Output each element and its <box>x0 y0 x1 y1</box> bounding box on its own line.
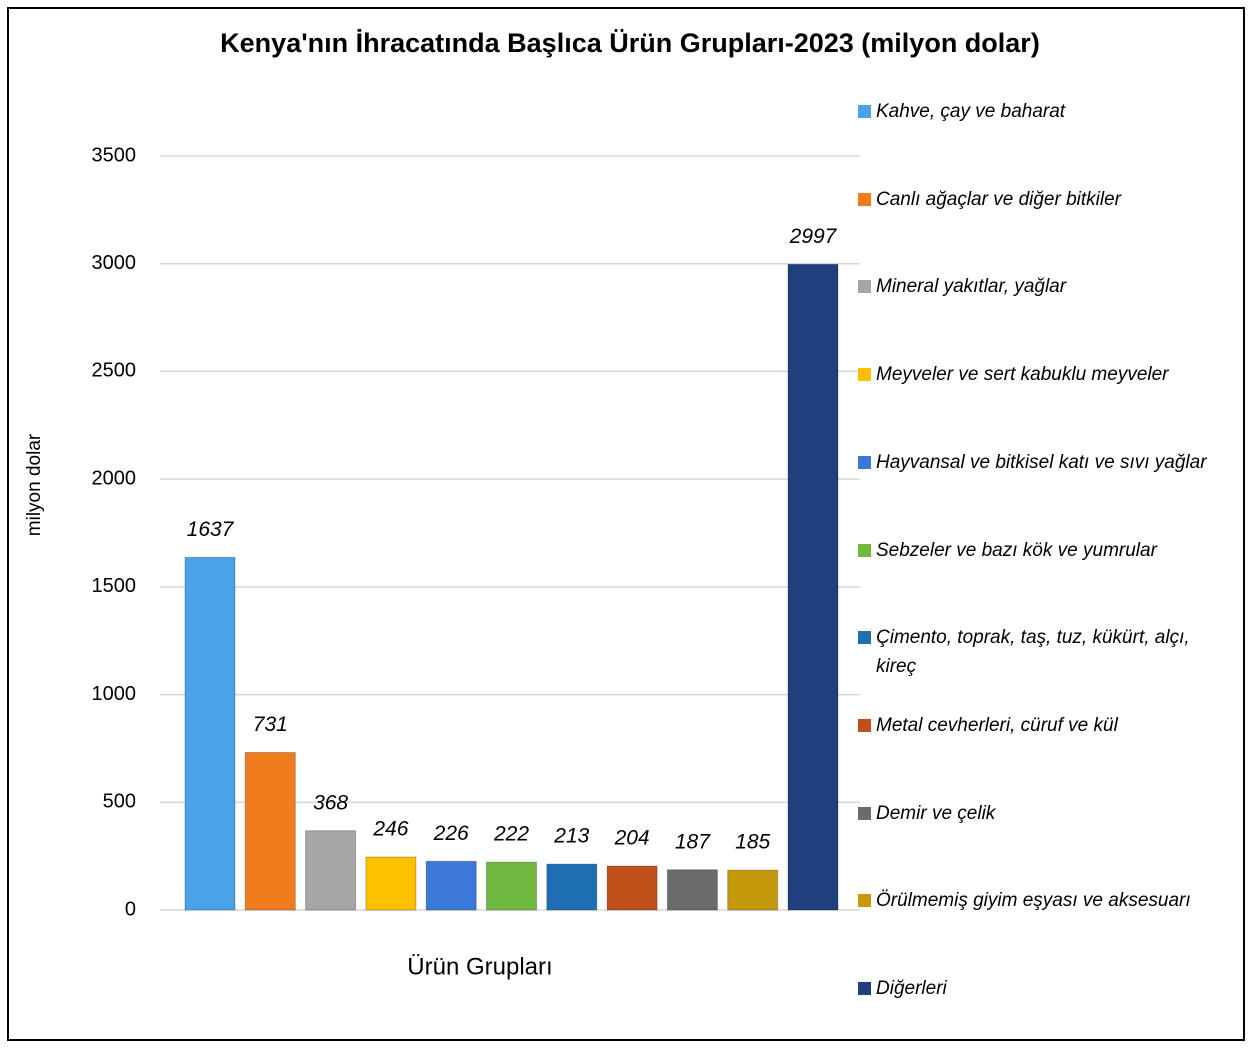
legend-swatch <box>858 455 871 469</box>
legend-swatch <box>858 192 871 206</box>
y-tick-label: 1500 <box>92 575 137 597</box>
legend-item: Meyveler ve sert kabuklu meyveler <box>858 360 1230 389</box>
y-tick-label: 1000 <box>92 683 137 705</box>
legend-label: Canlı ağaçlar ve diğer bitkiler <box>876 188 1122 210</box>
value-label: 187 <box>675 830 711 853</box>
legend-swatch <box>858 280 871 294</box>
chart-title: Kenya'nın İhracatında Başlıca Ürün Grupl… <box>220 28 1040 58</box>
bar <box>606 865 658 911</box>
bar <box>184 556 236 911</box>
bar <box>365 856 417 911</box>
legend-label: Meyveler ve sert kabuklu meyveler <box>876 364 1169 386</box>
value-label: 213 <box>553 825 589 848</box>
bar <box>425 860 477 911</box>
bar <box>666 869 718 911</box>
bar <box>305 830 357 911</box>
y-tick-label: 2500 <box>92 360 137 382</box>
legend-label: Metal cevherleri, cüruf ve kül <box>876 714 1118 736</box>
value-label: 246 <box>372 818 408 841</box>
y-tick-label: 0 <box>125 898 136 920</box>
value-label: 368 <box>313 791 348 814</box>
legend-item: Diğerleri <box>858 974 1230 1003</box>
x-axis-label: Ürün Grupları <box>407 953 552 980</box>
legend-swatch <box>858 105 871 118</box>
legend-swatch <box>858 806 871 820</box>
value-label: 226 <box>433 822 469 845</box>
value-label: 1637 <box>187 518 235 541</box>
value-label: 222 <box>493 823 529 846</box>
legend-swatch <box>858 718 871 732</box>
legend-swatch <box>858 631 871 645</box>
legend-label: Mineral yakıtlar, yağlar <box>876 276 1067 298</box>
legend-item: Demir ve çelik <box>858 799 1230 828</box>
legend-item: Canlı ağaçlar ve diğer bitkiler <box>858 185 1230 214</box>
legend-item: Örülmemiş giyim eşyası ve aksesuarı <box>858 886 1230 915</box>
bar <box>787 263 839 911</box>
y-tick-label: 3000 <box>92 252 137 274</box>
legend-label: Kahve, çay ve baharat <box>876 101 1066 122</box>
y-tick-label: 2000 <box>92 467 137 489</box>
bar <box>486 861 537 911</box>
bar <box>546 863 598 911</box>
y-axis-label: milyon dolar <box>24 433 45 536</box>
bar <box>244 752 296 911</box>
legend-swatch <box>858 543 871 557</box>
legend-item: Metal cevherleri, cüruf ve kül <box>858 711 1230 740</box>
bar <box>727 869 779 911</box>
legend-item: Mineral yakıtlar, yağlar <box>858 272 1230 301</box>
legend-item: Çimento, toprak, taş, tuz, kükürt, alçı,… <box>858 623 1230 681</box>
legend-label: Sebzeler ve bazı kök ve yumrular <box>876 539 1157 561</box>
legend-label: Çimento, toprak, taş, tuz, kükürt, alçı,… <box>876 627 1190 678</box>
y-tick-label: 3500 <box>92 144 137 166</box>
value-label: 204 <box>614 827 650 850</box>
legend-item: Sebzeler ve bazı kök ve yumrular <box>858 536 1230 565</box>
value-label: 2997 <box>789 225 838 248</box>
legend-label: Örülmemiş giyim eşyası ve aksesuarı <box>876 890 1191 912</box>
legend-label: Hayvansal ve bitkisel katı ve sıvı yağla… <box>876 451 1207 473</box>
legend-label: Demir ve çelik <box>876 802 996 824</box>
value-label: 731 <box>253 713 288 736</box>
legend-item: Kahve, çay ve baharat <box>858 97 1230 126</box>
legend-swatch <box>858 368 871 382</box>
y-tick-label: 500 <box>103 791 136 813</box>
legend-label: Diğerleri <box>876 978 947 999</box>
value-label: 185 <box>735 831 770 854</box>
legend-swatch <box>858 982 871 995</box>
legend-item: Hayvansal ve bitkisel katı ve sıvı yağla… <box>858 448 1230 477</box>
legend-swatch <box>858 894 871 908</box>
